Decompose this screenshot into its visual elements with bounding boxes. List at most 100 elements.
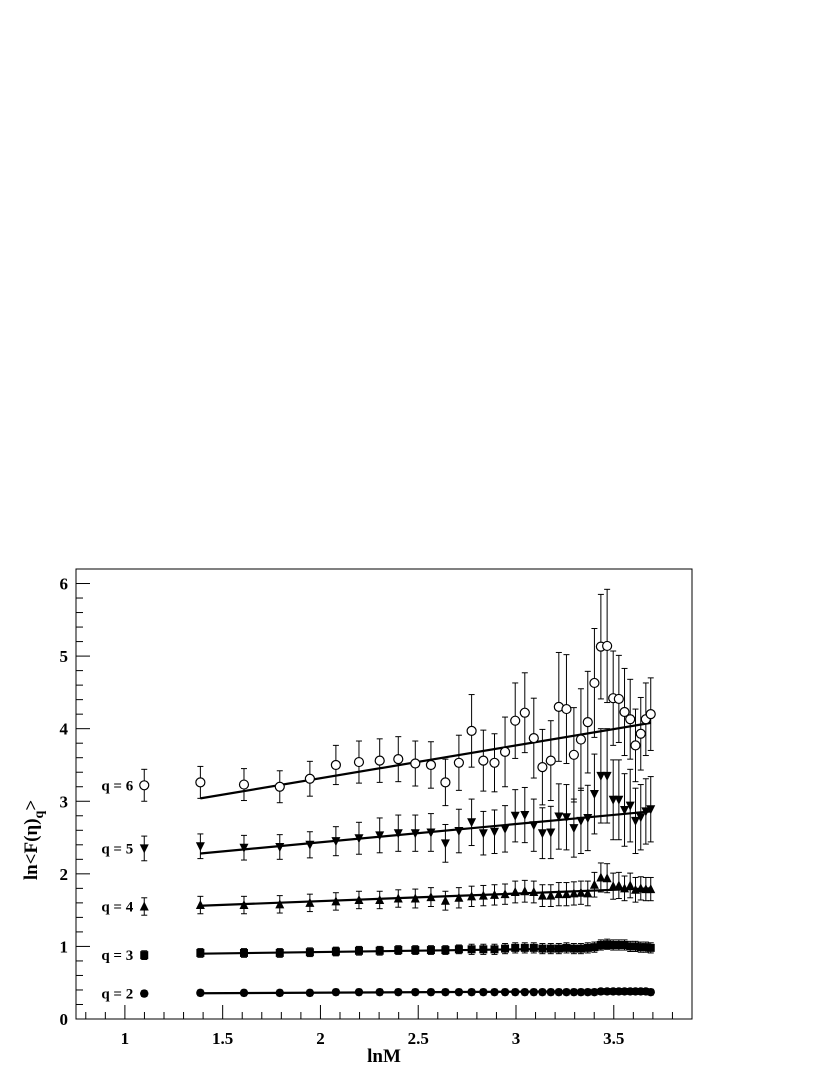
series-label: q = 3: [101, 948, 133, 964]
data-point: [510, 715, 521, 726]
data-point: [454, 945, 463, 954]
data-point: [393, 754, 404, 765]
data-point: [331, 987, 341, 997]
data-point: [478, 755, 489, 766]
data-point: [561, 813, 571, 823]
data-point: [239, 988, 249, 998]
y-axis-title-main: ln<F(η): [21, 818, 42, 880]
data-point: [426, 987, 436, 997]
data-point: [466, 725, 477, 736]
data-point: [630, 740, 641, 751]
data-point: [354, 946, 363, 955]
data-point: [331, 837, 341, 847]
data-point: [489, 889, 499, 899]
data-point: [589, 879, 599, 889]
data-point: [635, 728, 646, 739]
fit-line: [200, 721, 651, 800]
y-axis-title-close: >: [21, 800, 42, 811]
data-point: [636, 813, 646, 823]
data-point: [602, 987, 612, 996]
data-point: [608, 795, 618, 805]
data-point: [510, 811, 520, 821]
data-point: [374, 755, 385, 766]
data-point: [239, 843, 249, 853]
data-point: [583, 943, 592, 952]
data-point: [626, 942, 635, 951]
y-tick-label: 0: [60, 1010, 69, 1029]
data-point: [620, 940, 629, 949]
data-point: [499, 746, 511, 758]
series-label: q = 6: [101, 778, 133, 794]
series-label: q = 2: [101, 987, 133, 1003]
data-point: [238, 779, 250, 790]
data-point: [546, 890, 556, 900]
data-point: [410, 893, 420, 903]
data-point: [139, 901, 149, 911]
data-point: [467, 945, 476, 954]
data-point: [454, 827, 464, 837]
data-point: [529, 987, 538, 997]
data-point: [353, 756, 365, 768]
data-point: [576, 816, 586, 826]
data-point: [305, 988, 315, 998]
data-point: [239, 948, 248, 957]
data-point: [576, 987, 586, 997]
data-point: [554, 812, 564, 822]
data-point: [275, 899, 285, 909]
data-point: [411, 946, 420, 955]
data-point: [614, 940, 623, 949]
series-label: q = 5: [101, 841, 133, 857]
data-point: [583, 888, 593, 898]
data-point: [646, 805, 656, 815]
data-point: [490, 945, 499, 954]
data-point: [576, 887, 586, 897]
data-point: [537, 762, 548, 773]
plot-frame: [75, 568, 693, 1020]
data-point: [630, 816, 640, 826]
data-point: [196, 948, 205, 957]
data-point: [554, 889, 564, 899]
data-point: [520, 987, 529, 997]
data-point: [441, 946, 450, 955]
data-point: [467, 987, 476, 997]
data-point: [596, 940, 605, 949]
data-point: [425, 759, 437, 771]
data-point: [641, 943, 650, 952]
data-point: [195, 777, 206, 788]
data-point: [620, 805, 630, 815]
data-point: [538, 944, 547, 953]
data-point: [426, 946, 435, 955]
data-point: [410, 829, 420, 839]
data-point: [590, 943, 599, 952]
x-tick-label: 2.5: [408, 1029, 429, 1048]
data-point: [304, 773, 315, 784]
data-point: [354, 834, 364, 844]
data-point: [529, 943, 538, 952]
data-point: [645, 709, 656, 720]
data-point: [195, 900, 205, 910]
data-point: [454, 892, 464, 902]
data-point: [478, 890, 488, 900]
data-point: [569, 824, 579, 834]
data-point: [275, 988, 284, 998]
data-point: [641, 807, 651, 817]
data-point: [275, 842, 285, 852]
data-point: [274, 781, 285, 792]
data-point: [394, 946, 403, 955]
data-point: [426, 892, 436, 902]
data-point: [562, 943, 571, 952]
data-point: [331, 896, 341, 906]
data-point: [620, 883, 630, 893]
data-point: [500, 824, 510, 834]
data-point: [479, 945, 488, 954]
y-tick-label: 4: [60, 720, 69, 739]
data-point: [583, 813, 593, 823]
data-point: [625, 801, 635, 811]
data-point: [139, 844, 149, 854]
data-point: [239, 900, 249, 910]
data-point: [520, 886, 530, 896]
data-point: [545, 755, 556, 766]
data-point: [489, 757, 500, 768]
data-point: [490, 987, 499, 997]
